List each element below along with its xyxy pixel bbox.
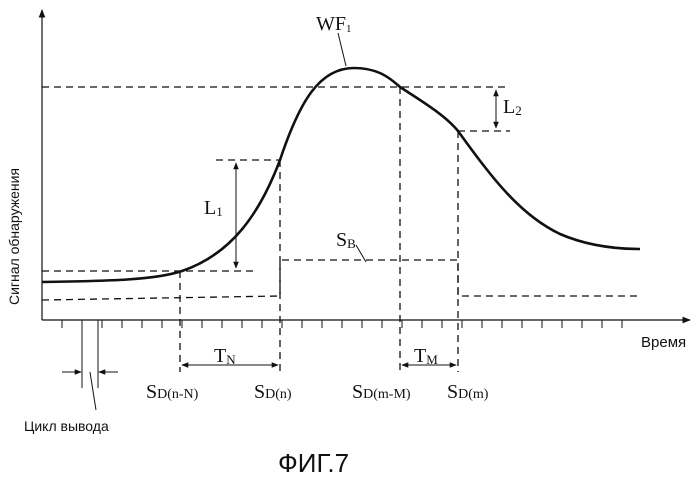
wf1-curve xyxy=(41,66,641,284)
wf1-label: WF1 xyxy=(316,13,352,35)
wf1-leader-line xyxy=(337,32,347,67)
cycle-label: Цикл вывода xyxy=(24,418,109,434)
x-axis-label: Время xyxy=(641,334,686,351)
y-axis-label: Сигнал обнаружения xyxy=(6,168,22,305)
sb-step-signal xyxy=(41,259,640,301)
sb-leader-line xyxy=(355,244,367,263)
sd-m-label: SD(m) xyxy=(447,381,489,403)
tm-label: TM xyxy=(414,345,438,367)
sd-n-N-label: SD(n-N) xyxy=(146,381,199,403)
sd-n-label: SD(n) xyxy=(254,381,292,403)
l1-label: L1 xyxy=(204,197,223,219)
cycle-leader-line xyxy=(89,371,97,411)
x-axis-ticks xyxy=(61,320,623,328)
l2-label: L2 xyxy=(503,96,522,118)
sd-m-M-label: SD(m-M) xyxy=(352,381,411,403)
sb-label: SB xyxy=(336,229,356,251)
figure-caption: ФИГ.7 xyxy=(278,448,349,478)
tn-label: TN xyxy=(214,345,236,367)
